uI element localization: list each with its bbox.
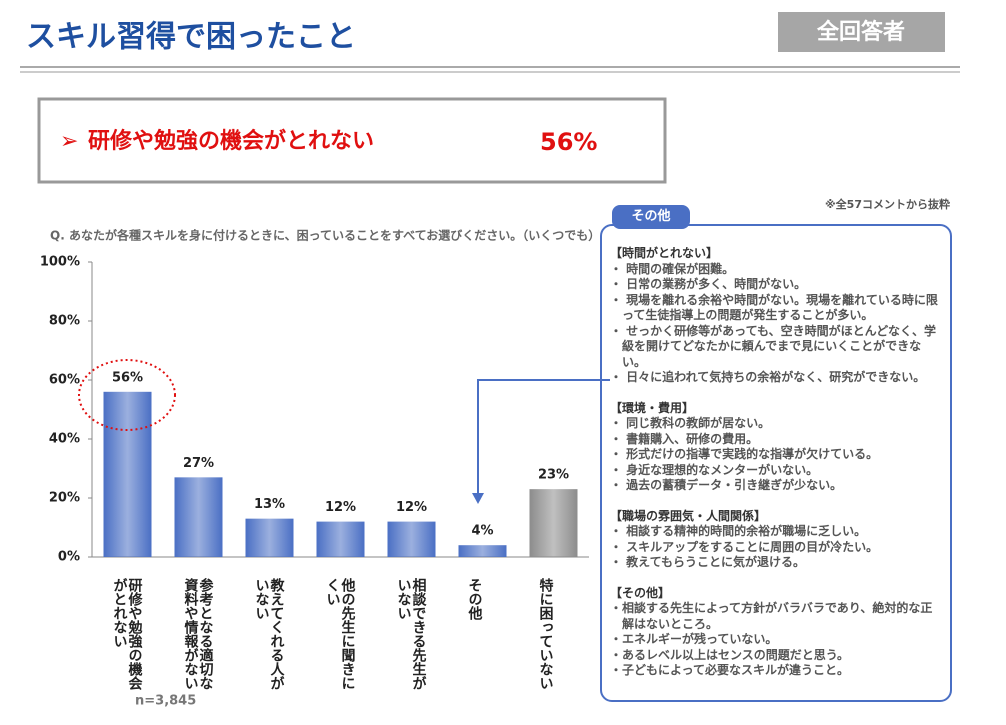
bar xyxy=(103,391,152,557)
x-tick-label: 研修や勉強の機会がとれない xyxy=(111,578,143,690)
question: Q. あなたが各種スキルを身に付けるときに、困っていることをすべてお選びください… xyxy=(50,228,600,243)
y-tick-label: 40% xyxy=(49,432,80,447)
value-label: 12% xyxy=(396,500,427,515)
comment: ・ 形式だけの指導で実践的な指導が欠けている。 xyxy=(610,447,879,461)
y-tick-label: 60% xyxy=(49,373,80,388)
comment-section: 【時間がとれない】・ 時間の確保が困難。・ 日常の業務が多く、時間がない。・ 現… xyxy=(610,246,940,386)
comment: ・ 同じ教科の教師が居ない。 xyxy=(610,416,771,430)
comment: ・ スキルアップをすることに周囲の目が冷たい。 xyxy=(610,539,879,554)
comment: ・ 書籍購入、研修の費用。 xyxy=(610,431,759,446)
comment-panel: 【時間がとれない】・ 時間の確保が困難。・ 日常の業務が多く、時間がない。・ 現… xyxy=(600,224,952,702)
comment: ・ 日常の業務が多く、時間がない。 xyxy=(610,277,807,291)
comment: ・ 現場を離れる余裕や時間がない。現場を離れている時に限って生徒指導上の問題が発… xyxy=(610,292,938,323)
highlight-circle xyxy=(78,359,176,431)
comment: ・ せっかく研修等があっても、空き時間がほとんどなく、学級を開けてどなたかに頼ん… xyxy=(610,323,937,369)
arrow-head xyxy=(472,493,484,504)
highlight-value: 56% xyxy=(540,128,597,156)
value-label: 12% xyxy=(325,500,356,515)
bar xyxy=(387,521,436,557)
bar xyxy=(316,521,365,557)
comment: ・ 日々に追われて気持ちの余裕がなく、研究ができない。 xyxy=(610,370,926,384)
x-tick-label: 相談できる先生がいない xyxy=(395,578,427,690)
y-tick-label: 80% xyxy=(49,314,80,329)
section-heading: 【その他】 xyxy=(610,585,671,600)
comment: ・ 身近な理想的なメンターがいない。 xyxy=(610,462,819,477)
section-heading: 【職場の雰囲気・人間関係】 xyxy=(610,508,767,523)
comment: ・ 時間の確保が困難。 xyxy=(610,261,735,276)
section-heading: 【時間がとれない】 xyxy=(610,246,719,260)
bar xyxy=(529,489,578,557)
comment: ・相談する先生によって方針がバラバラであり、絶対的な正解はないところ。 xyxy=(610,601,933,631)
title: スキル習得で困ったこと xyxy=(26,20,356,55)
comment: ・ 教えてもらうことに気が退ける。 xyxy=(610,555,805,569)
badge: 全回答者 xyxy=(816,19,905,45)
x-tick-label: 教えてくれる人がいない xyxy=(253,578,285,690)
x-tick-label: 参考となる適切な資料や情報がない xyxy=(182,578,214,690)
arrow xyxy=(477,379,610,495)
y-tick-label: 0% xyxy=(58,550,80,565)
comment: ・あるレベル以上はセンスの問題だと思う。 xyxy=(610,647,850,662)
bar xyxy=(174,477,223,557)
highlight-text: 研修や勉強の機会がとれない xyxy=(88,128,374,154)
x-tick-label: 特に困っていない xyxy=(537,578,554,690)
comment: ・ 過去の蓄積データ・引き継ぎが少ない。 xyxy=(610,478,843,492)
badge-box xyxy=(778,12,945,52)
bar xyxy=(458,545,507,557)
comment: ・エネルギーが残っていない。 xyxy=(610,632,778,646)
note: ※全57コメントから抜粋 xyxy=(825,197,950,211)
highlight-box xyxy=(37,97,667,184)
value-label: 4% xyxy=(471,524,493,539)
value-label: 27% xyxy=(183,456,214,471)
highlight-marker: ➢ xyxy=(60,129,78,154)
value-label: 13% xyxy=(254,497,285,512)
panel-tab: その他 xyxy=(612,205,690,229)
section-heading: 【環境・費用】 xyxy=(610,400,695,415)
comment-section: 【その他】 ・相談する先生によって方針がバラバラであり、絶対的な正解はないところ。… xyxy=(610,586,940,679)
comment-section: 【職場の雰囲気・人間関係】・ 相談する精神的時間的余裕が職場に乏しい。・ スキル… xyxy=(610,509,940,571)
x-tick-label: その他 xyxy=(466,578,483,620)
comment: ・子どもによって必要なスキルが違うこと。 xyxy=(610,663,850,677)
y-tick-label: 100% xyxy=(40,255,80,270)
x-tick-label: 他の先生に聞きにくい xyxy=(324,578,356,690)
comment-section: 【環境・費用】・ 同じ教科の教師が居ない。・ 書籍購入、研修の費用。・ 形式だけ… xyxy=(610,401,940,494)
value-label: 23% xyxy=(538,468,569,483)
y-tick-label: 20% xyxy=(49,491,80,506)
sample-size: n=3,845 xyxy=(135,694,196,709)
value-label: 56% xyxy=(112,370,143,385)
bar xyxy=(245,518,294,557)
comment: ・ 相談する精神的時間的余裕が職場に乏しい。 xyxy=(610,524,867,538)
